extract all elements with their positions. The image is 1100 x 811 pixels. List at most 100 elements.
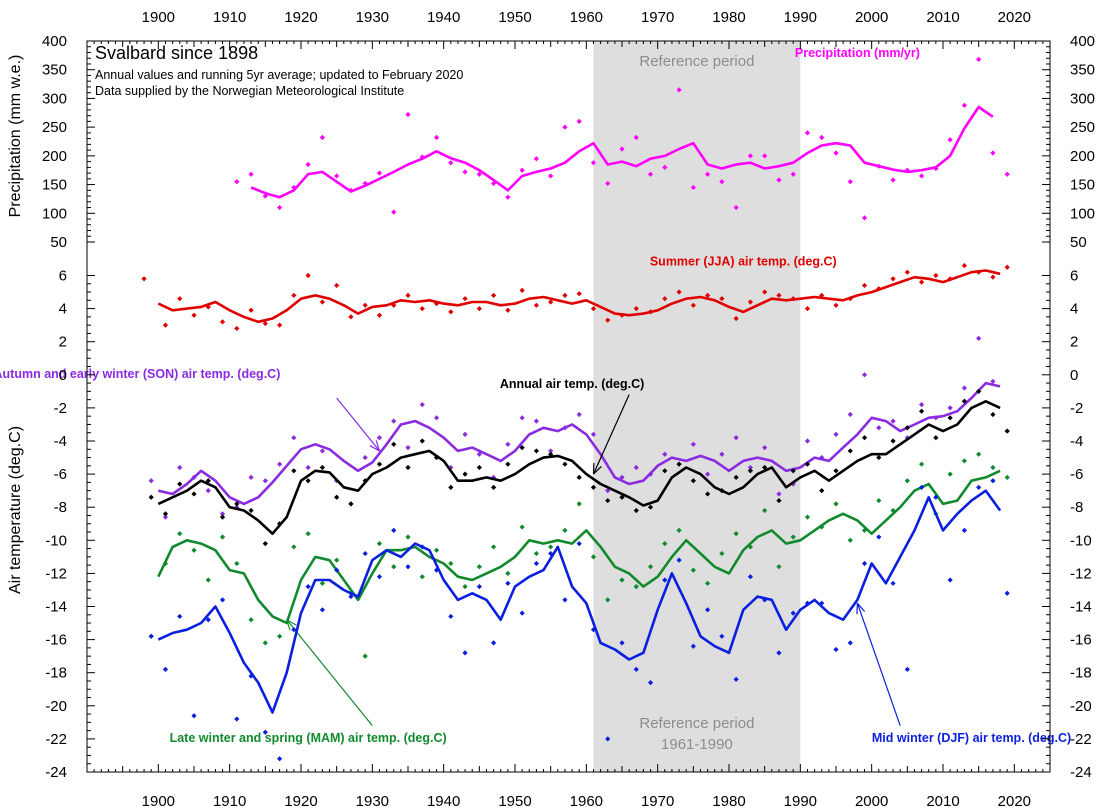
running-average-line-djf: [157, 489, 1002, 714]
data-point-djf: [248, 673, 254, 679]
series-label-mam: Late winter and spring (MAM) air temp. (…: [170, 731, 447, 745]
series-label-djf: Mid winter (DJF) air temp. (deg.C): [872, 731, 1071, 745]
data-point-jja: [376, 312, 383, 318]
data-point-jja: [348, 314, 354, 320]
series-jja: Summer (JJA) air temp. (deg.C): [141, 255, 1010, 332]
data-point-son: [847, 411, 853, 418]
data-point-precip: [847, 179, 853, 185]
data-point-son: [248, 474, 254, 481]
data-point-djf: [348, 593, 354, 600]
data-point-precip: [690, 184, 696, 191]
data-point-precip: [1004, 171, 1010, 177]
data-point-annual: [177, 481, 183, 487]
data-point-precip: [448, 160, 454, 166]
y-tick-label: 4: [59, 301, 67, 318]
data-point-jja: [419, 306, 425, 312]
data-point-djf: [533, 560, 539, 567]
data-point-mam: [334, 557, 340, 563]
data-point-annual: [219, 514, 226, 520]
data-point-jja: [219, 319, 226, 325]
data-point-annual: [405, 464, 411, 471]
data-point-jja: [476, 306, 482, 312]
x-tick-label: 2000: [855, 793, 888, 810]
data-point-mam: [990, 464, 996, 471]
data-point-djf: [462, 650, 468, 656]
data-point-precip: [890, 177, 896, 183]
data-point-annual: [662, 468, 668, 474]
data-point-son: [919, 401, 925, 408]
data-point-jja: [362, 302, 368, 308]
data-point-jja: [305, 272, 311, 279]
data-point-annual: [533, 448, 539, 454]
reference-period-years-label: 1961-1990: [661, 736, 733, 753]
data-point-son: [376, 435, 383, 441]
data-point-precip: [776, 177, 782, 183]
data-point-jja: [562, 292, 568, 298]
data-point-son: [705, 471, 711, 477]
data-point-annual: [576, 474, 582, 481]
data-point-annual: [548, 451, 554, 457]
data-point-jja: [590, 306, 597, 312]
data-point-son: [990, 378, 996, 385]
data-point-jja: [690, 302, 696, 308]
data-point-jja: [933, 272, 939, 279]
data-point-precip: [462, 169, 468, 175]
data-point-djf: [319, 607, 325, 613]
data-point-annual: [148, 494, 154, 500]
data-point-son: [662, 451, 668, 457]
data-point-precip: [234, 179, 240, 185]
data-point-annual: [419, 438, 425, 444]
data-point-son: [804, 438, 811, 444]
data-point-precip: [833, 150, 839, 156]
data-point-jja: [191, 312, 197, 318]
y-tick-label: 4: [1070, 301, 1078, 318]
reference-period-label-top: Reference period: [639, 53, 754, 70]
series-djf: Mid winter (DJF) air temp. (deg.C): [148, 478, 1071, 762]
data-point-son: [205, 488, 211, 494]
data-point-annual: [476, 464, 482, 471]
data-point-precip: [747, 153, 753, 159]
data-point-mam: [776, 564, 782, 570]
y-tick-label: -20: [45, 698, 67, 715]
data-point-djf: [562, 597, 568, 603]
data-point-jja: [1004, 264, 1010, 270]
data-point-djf: [919, 484, 925, 490]
y-tick-label: 200: [42, 148, 67, 165]
data-point-mam: [191, 547, 197, 553]
data-point-djf: [448, 613, 454, 620]
running-average-line-mam: [157, 469, 1001, 625]
data-point-son: [590, 431, 597, 437]
data-point-djf: [705, 607, 711, 613]
data-point-jja: [633, 306, 639, 312]
y-tick-label: -16: [45, 632, 67, 649]
data-point-djf: [219, 597, 226, 603]
data-point-precip: [647, 171, 654, 177]
y-tick-label: 200: [1070, 148, 1095, 165]
label-arrowhead-djf: [856, 602, 866, 615]
data-point-djf: [505, 580, 511, 586]
data-point-annual: [961, 398, 967, 404]
data-point-annual: [562, 461, 568, 467]
data-point-djf: [305, 584, 311, 590]
data-point-mam: [376, 541, 383, 547]
data-point-jja: [405, 292, 411, 298]
label-arrow-djf: [856, 602, 901, 726]
data-point-precip: [947, 137, 953, 143]
data-point-jja: [234, 325, 240, 332]
x-tick-label: 2020: [998, 793, 1031, 810]
running-average-line-precip: [250, 105, 994, 199]
data-point-precip: [790, 171, 796, 177]
y-tick-label: -10: [1070, 532, 1092, 549]
data-point-jja: [919, 279, 925, 285]
series-mam: Late winter and spring (MAM) air temp. (…: [148, 451, 1010, 745]
data-point-djf: [876, 534, 882, 540]
data-point-annual: [305, 478, 311, 484]
data-point-djf: [961, 527, 967, 533]
y-tick-label: -24: [1070, 764, 1092, 781]
data-point-annual: [647, 504, 654, 510]
data-point-jja: [462, 296, 468, 302]
series-precip: Precipitation (mm/yr): [234, 46, 1010, 221]
data-point-mam: [562, 527, 568, 533]
data-point-mam: [362, 653, 368, 659]
x-tick-label: 2010: [926, 793, 959, 810]
